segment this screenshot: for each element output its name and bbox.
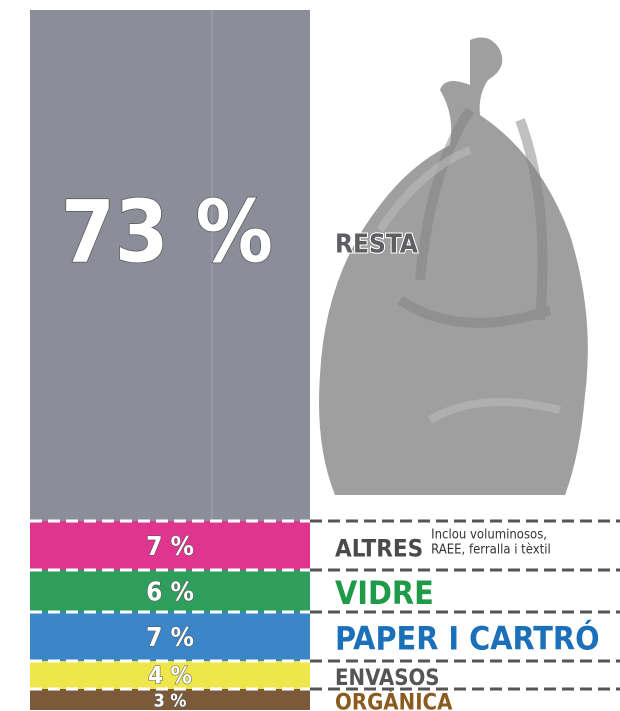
- chart: 73 % RESTA 7 % ALTRES Inclou voluminosos,RAE…: [0, 0, 620, 711]
- value-label: 7 %: [146, 623, 194, 653]
- value-label: 3 %: [154, 691, 187, 711]
- series-name: RESTA: [335, 230, 418, 260]
- value-label: 7 %: [146, 532, 194, 562]
- value-label: 4 %: [148, 662, 192, 690]
- series-name: ALTRES: [335, 535, 423, 563]
- series-note: Inclou voluminosos,: [431, 528, 547, 543]
- series-name: ENVASOS: [335, 666, 440, 691]
- value-label: 6 %: [146, 578, 194, 608]
- trash-bag-illustration: [319, 38, 588, 495]
- series-note: RAEE, ferralla i tèxtil: [431, 543, 551, 558]
- series-name: VIDRE: [335, 574, 434, 612]
- series-name: PAPER I CARTRÓ: [335, 619, 600, 658]
- series-name: ORGÀNICA: [335, 690, 453, 711]
- value-label: 73 %: [61, 182, 273, 282]
